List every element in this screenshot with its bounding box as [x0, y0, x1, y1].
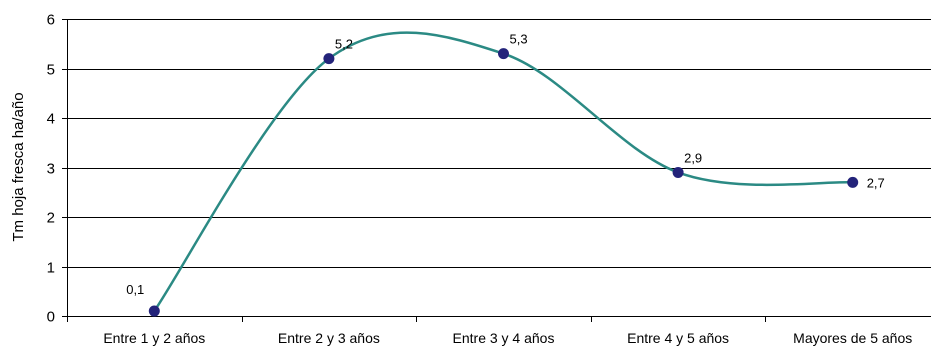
data-point — [672, 166, 684, 178]
y-tick-label: 2 — [47, 210, 55, 227]
data-label: 5,3 — [510, 32, 528, 47]
y-tick-labels: 0 1 2 3 4 5 6 — [47, 12, 55, 326]
data-point — [847, 176, 859, 188]
data-point — [148, 305, 160, 317]
data-label: 2,7 — [867, 175, 885, 190]
y-tick-label: 4 — [47, 111, 55, 128]
y-tick-label: 1 — [47, 260, 55, 277]
y-tick-label: 0 — [47, 309, 55, 326]
x-tick-label: Mayores de 5 años — [793, 330, 912, 346]
x-tick-label: Entre 2 y 3 años — [278, 330, 380, 346]
series-line — [153, 31, 853, 312]
x-tick-label: Entre 4 y 5 años — [627, 330, 729, 346]
data-label: 2,9 — [684, 150, 702, 165]
x-tick-label: Entre 3 y 4 años — [453, 330, 555, 346]
data-markers — [148, 48, 859, 317]
x-tick-label: Entre 1 y 2 años — [103, 330, 205, 346]
data-label: 5,2 — [335, 37, 353, 52]
y-tick-label: 5 — [47, 62, 55, 79]
series-path — [153, 31, 853, 312]
data-point — [498, 48, 509, 60]
gridlines — [67, 19, 931, 268]
data-point — [323, 53, 335, 65]
data-label: 0,1 — [126, 282, 144, 297]
y-tick-label: 3 — [47, 161, 55, 178]
axes — [62, 19, 931, 322]
data-labels: 0,1 5,2 5,3 2,9 2,7 — [126, 32, 885, 297]
y-tick-label: 6 — [47, 12, 55, 29]
x-tick-labels: Entre 1 y 2 años Entre 2 y 3 años Entre 3 … — [103, 330, 912, 346]
y-axis-label: Tm hoja fresca ha/año — [10, 92, 27, 241]
